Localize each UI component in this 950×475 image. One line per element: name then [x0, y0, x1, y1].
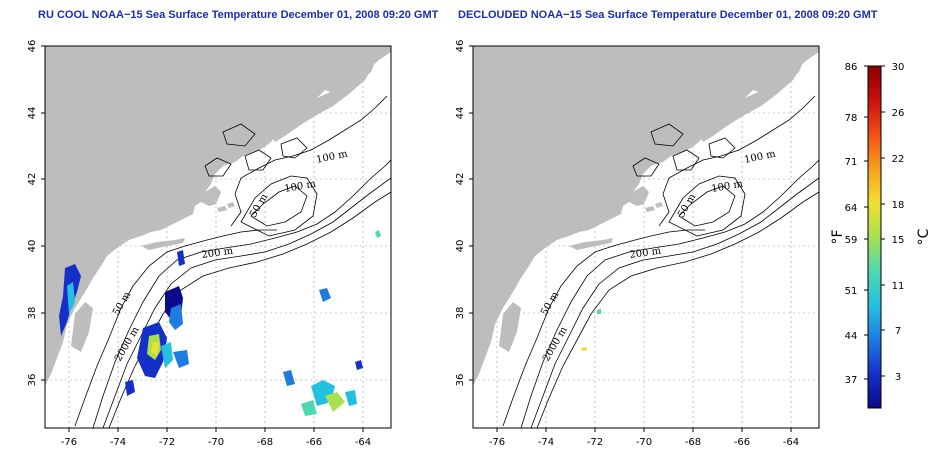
right-map-panel: 100 m 100 m 50 m 200 m 50 m 2000 m -76 -…: [455, 40, 820, 448]
colorbar-ticks: [864, 65, 885, 380]
lat-tick-label: 46: [27, 40, 38, 53]
contour-label: 200 m: [201, 246, 234, 261]
lat-tick-label: 44: [27, 107, 38, 120]
lat-tick-label: 44: [455, 107, 466, 120]
celsius-tick: 26: [892, 108, 905, 119]
left-map-frame: [44, 45, 392, 429]
lat-tick-label: 38: [455, 307, 466, 320]
right-axis-ticks: [469, 45, 792, 432]
lon-tick-label: -66: [734, 437, 750, 448]
lat-tick-label: 42: [455, 173, 466, 186]
lat-tick-label: 46: [455, 40, 466, 53]
fahrenheit-tick: 71: [845, 157, 858, 168]
lon-tick-label: -74: [538, 437, 554, 448]
lon-tick-label: -72: [159, 437, 175, 448]
left-lat-tick-labels: 46 44 42 40 38 36: [27, 40, 38, 387]
celsius-tick: 3: [895, 372, 901, 383]
lon-tick-label: -68: [685, 437, 701, 448]
colorbar: 86 78 71 64 59 51 44 37 30 26 22 18 15 1…: [830, 62, 932, 409]
fahrenheit-tick: 44: [845, 331, 858, 342]
lat-tick-label: 42: [27, 173, 38, 186]
lon-tick-label: -70: [208, 437, 224, 448]
fahrenheit-tick: 51: [845, 286, 858, 297]
lat-tick-label: 36: [27, 374, 38, 387]
fahrenheit-tick: 64: [845, 203, 858, 214]
fahrenheit-tick: 78: [845, 113, 858, 124]
fahrenheit-tick: 86: [845, 62, 858, 73]
sst-data-pixels: [59, 230, 381, 416]
lon-tick-label: -64: [783, 437, 799, 448]
fahrenheit-unit-label: °F: [830, 229, 846, 244]
right-lon-tick-labels: -76 -74 -72 -70 -68 -66 -64: [489, 437, 799, 448]
celsius-unit-label: °C: [916, 228, 932, 245]
celsius-tick: 15: [892, 235, 905, 246]
lon-tick-label: -76: [489, 437, 505, 448]
lon-tick-label: -68: [257, 437, 273, 448]
lat-tick-label: 38: [27, 307, 38, 320]
lon-tick-label: -64: [355, 437, 371, 448]
lat-tick-label: 40: [27, 240, 38, 253]
celsius-tick: 18: [892, 200, 905, 211]
celsius-tick: 7: [895, 326, 901, 337]
right-map-title: DECLOUDED NOAA−15 Sea Surface Temperatur…: [458, 9, 878, 21]
lon-tick-label: -72: [587, 437, 603, 448]
fahrenheit-tick: 59: [845, 235, 858, 246]
lon-tick-label: -74: [110, 437, 126, 448]
lon-tick-label: -66: [306, 437, 322, 448]
right-lat-tick-labels: 46 44 42 40 38 36: [455, 40, 466, 387]
lon-tick-label: -70: [636, 437, 652, 448]
celsius-tick: 11: [892, 281, 905, 292]
fahrenheit-tick-labels: 86 78 71 64 59 51 44 37: [845, 62, 858, 386]
left-axis-ticks: [41, 45, 364, 432]
colorbar-gradient: [867, 65, 882, 409]
lat-tick-label: 40: [455, 240, 466, 253]
left-map-panel: 100 m 100 m 50 m 200 m 50 m 2000 m -76 -…: [27, 40, 392, 448]
left-map-title: RU COOL NOAA−15 Sea Surface Temperature …: [38, 9, 439, 21]
lon-tick-label: -76: [61, 437, 77, 448]
lat-tick-label: 36: [455, 374, 466, 387]
celsius-tick-labels: 30 26 22 18 15 11 7 3: [892, 62, 905, 383]
left-lon-tick-labels: -76 -74 -72 -70 -68 -66 -64: [61, 437, 371, 448]
sst-data-pixels: [581, 309, 601, 351]
celsius-tick: 22: [892, 154, 905, 165]
fahrenheit-tick: 37: [845, 375, 858, 386]
celsius-tick: 30: [892, 62, 905, 73]
right-map-frame: [472, 45, 820, 429]
contour-label: 200 m: [629, 246, 662, 261]
